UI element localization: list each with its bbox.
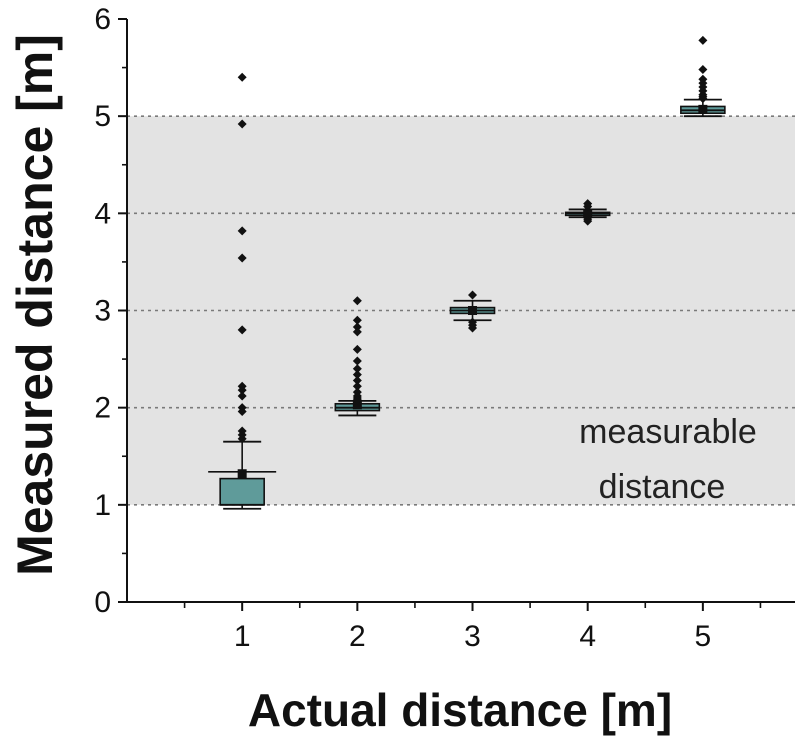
mean-marker [583, 208, 593, 218]
axes: 0 1 2 3 4 5 6 1 2 3 4 5 [94, 3, 795, 653]
outlier-point [352, 315, 362, 325]
mean-marker [468, 306, 478, 315]
x-tick-label: 3 [464, 620, 481, 653]
outlier-point [352, 356, 362, 366]
outlier-point [237, 72, 247, 82]
x-tick-label: 2 [349, 620, 366, 653]
outlier-point [352, 375, 362, 385]
x-tick-label: 5 [695, 620, 712, 653]
outlier-point [237, 119, 247, 129]
mean-marker [352, 400, 362, 410]
y-tick-label: 4 [94, 197, 111, 230]
outlier-point [237, 434, 247, 444]
outlier-point [583, 202, 593, 212]
outlier-point [583, 216, 593, 226]
box-body [219, 477, 265, 506]
box-item [680, 35, 726, 118]
outlier-point [468, 323, 478, 333]
mean-marker [698, 104, 708, 114]
outlier-point [352, 322, 362, 332]
y-tick-label: 1 [94, 489, 111, 522]
box-item [208, 72, 277, 510]
outlier-point [237, 253, 247, 263]
y-tick-label: 6 [94, 3, 111, 36]
outlier-point [468, 290, 478, 300]
outlier-point [352, 370, 362, 380]
outlier-point [352, 327, 362, 337]
outlier-point [352, 344, 362, 354]
outlier-point [352, 296, 362, 306]
outlier-point [698, 94, 708, 104]
x-tick-label: 1 [234, 620, 251, 653]
box-item [449, 290, 496, 333]
outlier-point [237, 325, 247, 335]
outlier-point [237, 226, 247, 236]
outlier-point [352, 395, 362, 405]
outlier-point [352, 364, 362, 374]
outlier-point [698, 65, 708, 75]
mean-marker [237, 469, 247, 479]
outlier-point [352, 381, 362, 391]
x-tick-label: 4 [579, 620, 596, 653]
outlier-point [698, 35, 708, 45]
band-label-line1: measurable [579, 413, 757, 451]
y-tick-label: 0 [94, 586, 111, 619]
band-label-line2: distance [599, 468, 726, 506]
box-item [334, 296, 381, 417]
outlier-point [237, 407, 247, 417]
outlier-point [237, 385, 247, 395]
box-series [208, 35, 726, 510]
box-item [564, 199, 611, 226]
y-tick-label: 3 [94, 295, 111, 328]
x-axis-title: Actual distance [m] [248, 684, 672, 736]
outlier-point [237, 391, 247, 401]
y-axis-title: Measured distance [m] [7, 34, 63, 576]
y-tick-label: 2 [94, 392, 111, 425]
y-tick-label: 5 [94, 100, 111, 133]
